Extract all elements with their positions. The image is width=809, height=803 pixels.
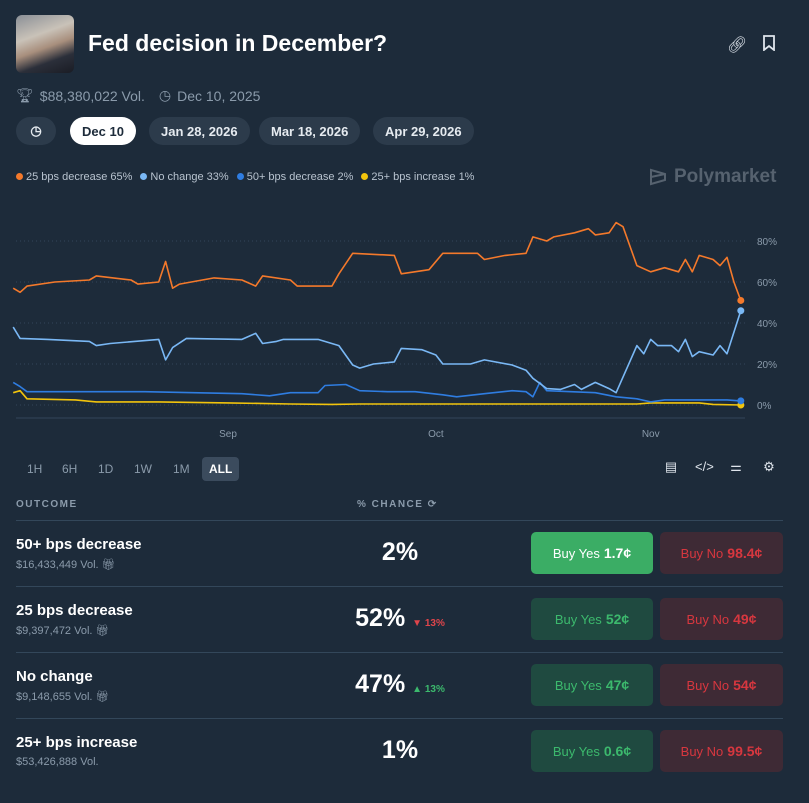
legend-item: 25 bps decrease 65% [16,171,132,183]
range-all[interactable]: ALL [202,457,240,481]
outcome-volume: $53,426,888 Vol. [16,756,99,768]
series-end-point [737,296,745,304]
series-end-point [737,307,745,315]
series-line [12,381,741,403]
y-tick-label: 40% [757,319,777,330]
outcome-volume: $16,433,449 Vol. 🎁︎ [16,559,116,571]
document-icon[interactable]: ▤ [664,459,678,474]
outcome-name: 50+ bps decrease [16,536,142,553]
y-tick-label: 80% [757,237,777,248]
date-tab[interactable]: Dec 10 [70,117,136,145]
date-tab[interactable]: Apr 29, 2026 [373,117,474,145]
history-button[interactable]: ◷ [16,117,56,145]
row-divider [16,520,783,521]
polymarket-logo: Polymarket [648,166,776,188]
range-6h[interactable]: 6H [62,462,78,476]
chance-delta: ▼ 13% [412,618,445,629]
gift-icon: 🎁︎ [95,625,110,637]
buy-yes-button[interactable]: Buy Yes 0.6¢ [531,730,653,772]
range-1w[interactable]: 1W [134,462,152,476]
market-image [16,15,74,73]
date-tab[interactable]: Mar 18, 2026 [259,117,361,145]
buy-no-button[interactable]: Buy No 54¢ [660,664,783,706]
x-tick-label: Sep [219,429,237,440]
outcome-name: 25+ bps increase [16,734,138,751]
buy-no-button[interactable]: Buy No 49¢ [660,598,783,640]
outcome-chance: 47% ▲ 13% [355,670,445,698]
series-end-point [737,397,745,405]
volume-meta: 🏆︎ $88,380,022 Vol. ◷ Dec 10, 2025 [16,87,260,104]
outcome-volume: $9,397,472 Vol. 🎁︎ [16,625,110,637]
bookmark-icon[interactable] [760,35,778,53]
gift-icon: 🎁︎ [95,691,110,703]
series-line [12,221,742,301]
outcome-chance: 52% ▼ 13% [355,604,445,632]
buy-no-button[interactable]: Buy No 98.4¢ [660,532,783,574]
trophy-icon: 🏆︎ [16,87,34,103]
outcome-chance: 2% [381,538,419,566]
total-volume: $88,380,022 Vol. [39,87,145,104]
row-divider [16,652,783,653]
y-tick-label: 0% [757,401,772,412]
outcome-chance: 1% [381,736,419,764]
x-tick-label: Nov [642,429,660,440]
history-icon: ◷ [30,123,42,138]
link-icon[interactable]: 🔗︎ [727,37,748,54]
range-1m[interactable]: 1M [173,462,190,476]
chance-delta: ▲ 13% [412,684,445,695]
end-date: Dec 10, 2025 [177,87,261,104]
buy-yes-button[interactable]: Buy Yes 52¢ [531,598,653,640]
y-tick-label: 20% [757,360,777,371]
chart-legend: 25 bps decrease 65% No change 33% 50+ bp… [16,171,474,183]
row-divider [16,718,783,719]
price-chart[interactable]: 0% 20% 40% 60% 80% Sep Oct Nov [0,190,809,445]
outcome-volume: $9,148,655 Vol. 🎁︎ [16,691,110,703]
chance-header: % CHANCE ⟳ [357,499,438,510]
x-tick-label: Oct [428,429,444,440]
outcome-header: OUTCOME [16,499,78,510]
buy-yes-button[interactable]: Buy Yes 1.7¢ [531,532,653,574]
page-title: Fed decision in December? [88,30,388,56]
outcome-name: 25 bps decrease [16,602,133,619]
outcome-name: No change [16,668,93,685]
embed-code-icon[interactable]: </> [695,459,714,474]
legend-item: 25+ bps increase 1% [361,171,474,183]
settings-icon[interactable]: ⚙︎ [763,459,775,474]
y-tick-label: 60% [757,278,777,289]
series-line [12,389,741,406]
legend-item: 50+ bps decrease 2% [236,171,353,183]
buy-yes-button[interactable]: Buy Yes 47¢ [531,664,653,706]
range-1d[interactable]: 1D [98,462,114,476]
legend-item: No change 33% [140,171,229,183]
row-divider [16,586,783,587]
date-tab[interactable]: Jan 28, 2026 [149,117,250,145]
buy-no-button[interactable]: Buy No 99.5¢ [660,730,783,772]
refresh-icon[interactable]: ⟳ [427,499,438,510]
clock-icon: ◷ [158,87,172,103]
sliders-icon[interactable]: ⚌ [730,459,742,474]
range-1h[interactable]: 1H [27,462,43,476]
series-line [12,310,742,394]
gift-icon: 🎁︎ [101,559,116,571]
